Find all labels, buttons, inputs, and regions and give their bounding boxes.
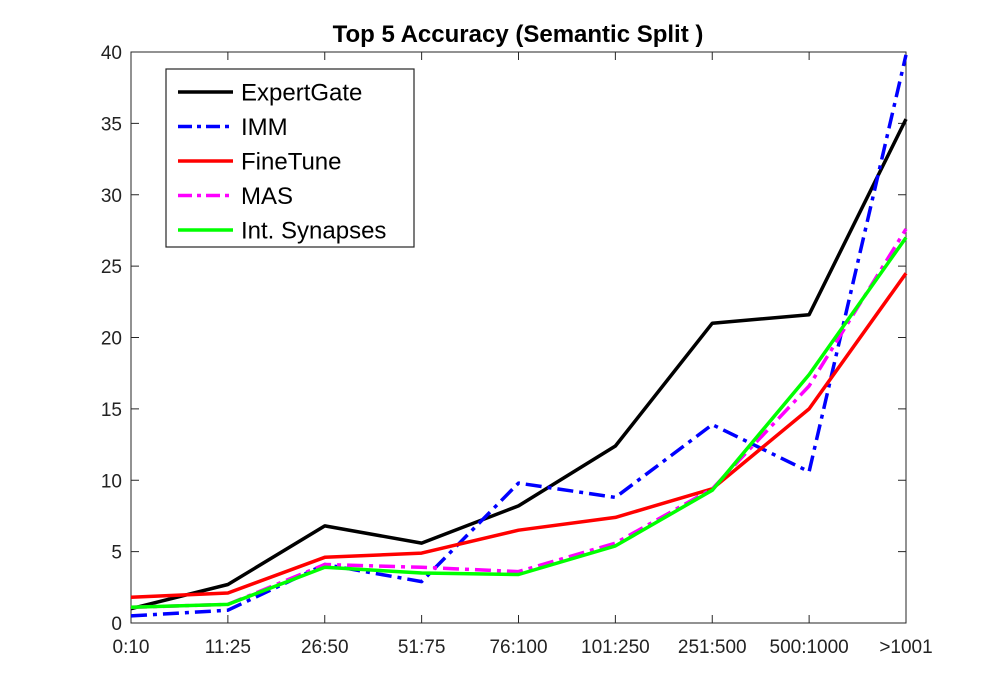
x-tick-label: 26:50: [301, 637, 349, 658]
x-tick-label: >1001: [879, 637, 932, 658]
series-line-expertgate: [130, 118, 908, 611]
legend-label-imm: IMM: [241, 114, 288, 141]
y-tick-label: 10: [101, 471, 122, 492]
legend-label-mas: MAS: [241, 183, 293, 210]
legend-label-finetune: FineTune: [241, 149, 342, 176]
y-tick-label: 25: [101, 257, 122, 278]
y-tick-label: 30: [101, 186, 122, 207]
series-layer: [130, 54, 908, 618]
y-tick-label: 35: [101, 114, 122, 135]
legend-label-int-synapses: Int. Synapses: [241, 218, 386, 245]
y-tick-label: 5: [111, 543, 122, 564]
y-tick-label: 40: [101, 43, 122, 64]
y-tick-label: 15: [101, 400, 122, 421]
series-line-finetune: [130, 272, 908, 600]
x-tick-label: 101:250: [581, 637, 650, 658]
x-tick-label: 76:100: [489, 637, 547, 658]
chart-title: Top 5 Accuracy (Semantic Split ): [333, 21, 704, 48]
series-line-imm: [130, 54, 908, 618]
legend-label-expertgate: ExpertGate: [241, 80, 362, 107]
y-tick-label: 0: [111, 614, 122, 635]
y-tick-label: 20: [101, 329, 122, 350]
x-tick-label: 251:500: [678, 637, 747, 658]
x-tick-label: 0:10: [113, 637, 150, 658]
x-tick-label: 11:25: [205, 637, 251, 658]
legend-box: [165, 68, 415, 248]
x-tick-label: 500:1000: [770, 637, 849, 658]
series-line-int-synapses: [130, 236, 908, 610]
legend: ExpertGate IMM FineTune MAS Int. Synapses: [165, 68, 415, 248]
x-tick-label: 51:75: [398, 637, 446, 658]
axes: 0 5 10 15 20 25 30 35 40 0:10 11:25 26:50 51:75 76:10…: [101, 43, 933, 658]
